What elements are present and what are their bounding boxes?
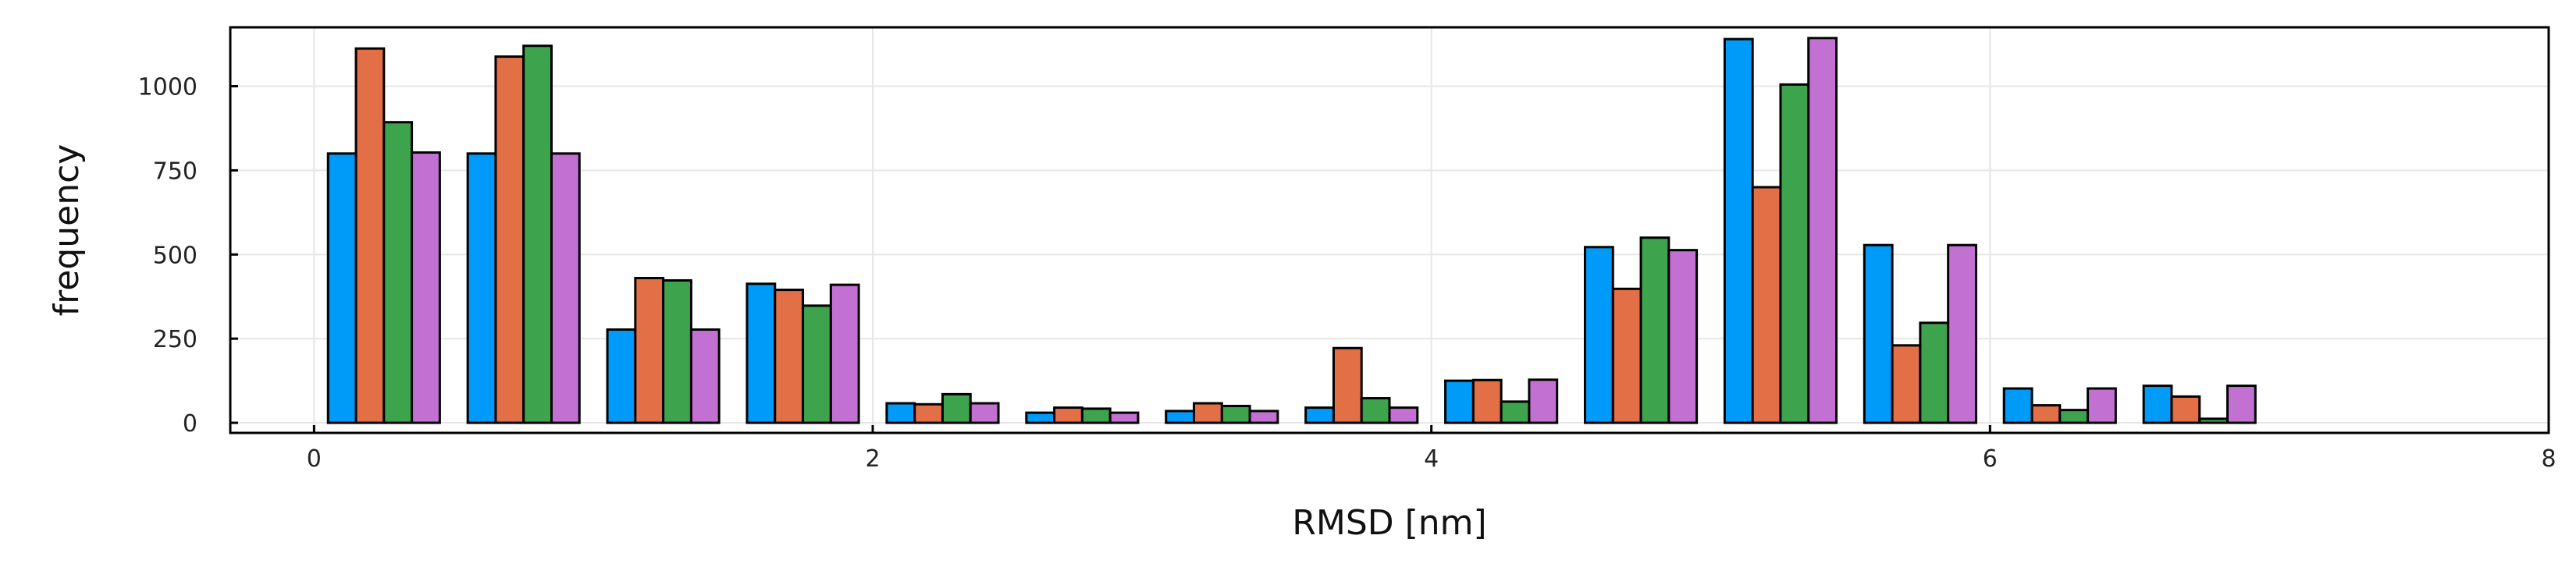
bar <box>2030 404 2062 424</box>
bar <box>1807 37 1838 424</box>
bar <box>1891 344 1922 424</box>
bar <box>606 328 637 424</box>
plot-frame <box>229 26 2550 434</box>
bar <box>1863 243 1894 424</box>
x-tick-label: 0 <box>307 445 322 473</box>
bar <box>1779 83 1810 424</box>
y-tick-label: 0 <box>183 410 197 438</box>
bar <box>550 152 581 424</box>
bar <box>774 289 805 424</box>
bar <box>2058 409 2090 424</box>
bar <box>1947 243 1977 424</box>
bars <box>326 37 2257 424</box>
bar <box>1332 346 1363 424</box>
y-tick-label: 250 <box>153 326 197 353</box>
bar <box>802 304 832 424</box>
bar <box>1500 400 1531 424</box>
bar <box>1667 249 1699 424</box>
bar <box>1751 186 1782 424</box>
bar <box>1723 37 1754 424</box>
bar <box>1220 404 1251 424</box>
x-tick-label: 8 <box>2541 445 2556 473</box>
x-tick-label: 6 <box>1983 445 1998 473</box>
bar <box>689 328 720 424</box>
bar <box>1639 236 1670 424</box>
bar <box>913 402 944 424</box>
bar <box>382 121 414 424</box>
bar <box>326 152 358 424</box>
y-tick-label: 750 <box>153 158 197 185</box>
bar <box>411 151 441 424</box>
axis-ticks: 0 2 4 6 8 0 250 500 750 1000 <box>138 74 2556 473</box>
bar <box>941 392 972 424</box>
bar <box>662 279 692 424</box>
y-tick-label: 500 <box>153 242 197 269</box>
x-tick-label: 2 <box>865 445 880 473</box>
bar <box>2087 387 2117 424</box>
bar <box>1360 397 1391 424</box>
bar <box>1471 378 1503 424</box>
bar <box>1304 406 1335 424</box>
bar <box>1193 402 1223 424</box>
bar <box>1025 411 1056 424</box>
bar <box>634 276 665 424</box>
bar <box>745 282 777 424</box>
bar <box>1165 410 1196 424</box>
bar <box>829 283 860 424</box>
bar <box>2226 385 2257 424</box>
bar <box>494 55 525 424</box>
bar <box>2170 395 2201 424</box>
bar <box>1388 406 1419 424</box>
bar <box>466 152 497 424</box>
bar <box>1053 406 1083 424</box>
bar <box>1583 246 1614 424</box>
x-tick-label: 4 <box>1424 445 1439 473</box>
y-tick-label: 1000 <box>138 74 197 101</box>
bar <box>1108 411 1140 424</box>
bar <box>1611 287 1642 424</box>
bar <box>354 47 386 424</box>
bar <box>2002 387 2033 424</box>
bar <box>885 402 916 424</box>
bar <box>1528 378 1559 424</box>
y-axis-label: frequency <box>47 144 87 317</box>
bar <box>2198 417 2229 424</box>
bar <box>1444 379 1475 424</box>
bar <box>1080 407 1112 424</box>
bar <box>969 402 1000 424</box>
bar <box>1248 410 1279 424</box>
bar <box>2142 385 2173 424</box>
bar <box>1919 321 1950 424</box>
bar <box>522 44 553 424</box>
x-axis-label: RMSD [nm] <box>1292 503 1486 543</box>
